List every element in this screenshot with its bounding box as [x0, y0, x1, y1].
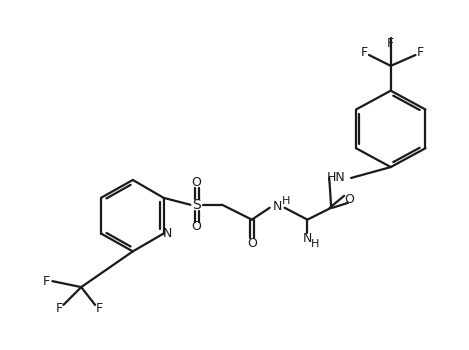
- Text: N: N: [163, 227, 172, 240]
- Text: F: F: [417, 47, 424, 60]
- Text: H: H: [281, 196, 290, 206]
- Text: F: F: [96, 302, 103, 315]
- Text: O: O: [191, 220, 201, 233]
- Text: S: S: [192, 198, 201, 212]
- Text: N: N: [303, 232, 312, 245]
- Text: O: O: [191, 176, 201, 189]
- Text: F: F: [360, 47, 368, 60]
- Text: O: O: [344, 193, 354, 206]
- Text: O: O: [247, 237, 257, 250]
- Text: F: F: [43, 275, 50, 288]
- Text: N: N: [273, 200, 282, 213]
- Text: F: F: [387, 36, 394, 50]
- Text: HN: HN: [327, 172, 346, 184]
- Text: F: F: [56, 302, 63, 315]
- Text: H: H: [311, 239, 319, 250]
